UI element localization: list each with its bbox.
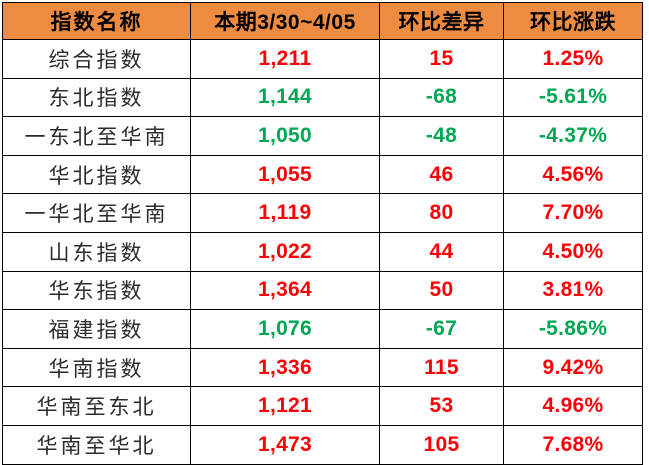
cell-period-change: 4.56%	[503, 154, 643, 195]
cell-current-value: 1,055	[190, 154, 380, 195]
cell-current-value: 1,211	[190, 39, 380, 79]
table-row: 华南至东北 1,121 53 4.96%	[2, 386, 643, 426]
cell-period-change: 3.81%	[503, 270, 643, 311]
cell-period-diff: 15	[379, 39, 504, 79]
cell-period-diff: -67	[379, 309, 504, 349]
cell-index-name: 华南至东北	[2, 386, 191, 426]
cell-index-name: 华东指数	[2, 270, 191, 311]
column-header-index-name: 指数名称	[2, 2, 191, 40]
cell-period-diff: 50	[379, 270, 504, 311]
cell-period-change: 4.50%	[503, 231, 643, 272]
cell-period-diff: -68	[379, 77, 504, 118]
table-body: 综合指数 1,211 15 1.25% 东北指数 1,144 -68 -5.61% 一东北至华南…	[2, 39, 643, 465]
cell-index-name: 一东北至华南	[2, 116, 191, 156]
cell-period-change: 7.70%	[503, 193, 643, 233]
cell-period-change: 9.42%	[503, 347, 643, 388]
cell-period-change: -5.61%	[503, 77, 643, 118]
table-row: 华南至华北 1,473 105 7.68%	[2, 424, 643, 465]
cell-current-value: 1,050	[190, 116, 380, 156]
cell-period-change: 7.68%	[503, 424, 643, 465]
cell-current-value: 1,119	[190, 193, 380, 233]
cell-period-change: -4.37%	[503, 116, 643, 156]
cell-current-value: 1,364	[190, 270, 380, 311]
table-row: 华东指数 1,364 50 3.81%	[2, 270, 643, 311]
cell-current-value: 1,121	[190, 386, 380, 426]
cell-period-diff: 44	[379, 231, 504, 272]
cell-period-diff: 80	[379, 193, 504, 233]
cell-current-value: 1,336	[190, 347, 380, 388]
cell-index-name: 华南至华北	[2, 424, 191, 465]
cell-period-diff: -48	[379, 116, 504, 156]
cell-current-value: 1,022	[190, 231, 380, 272]
table-row: 一华北至华南 1,119 80 7.70%	[2, 193, 643, 233]
table-row: 山东指数 1,022 44 4.50%	[2, 231, 643, 272]
cell-index-name: 山东指数	[2, 231, 191, 272]
table-row: 综合指数 1,211 15 1.25%	[2, 39, 643, 79]
column-header-current-period: 本期3/30~4/05	[190, 2, 380, 40]
table-row: 华北指数 1,055 46 4.56%	[2, 154, 643, 195]
table-row: 东北指数 1,144 -68 -5.61%	[2, 77, 643, 118]
cell-period-diff: 115	[379, 347, 504, 388]
table-row: 一东北至华南 1,050 -48 -4.37%	[2, 116, 643, 156]
cell-index-name: 综合指数	[2, 39, 191, 79]
column-header-period-diff: 环比差异	[379, 2, 504, 40]
table-row: 福建指数 1,076 -67 -5.86%	[2, 309, 643, 349]
table-row: 华南指数 1,336 115 9.42%	[2, 347, 643, 388]
table-header: 指数名称 本期3/30~4/05 环比差异 环比涨跌	[2, 2, 643, 40]
cell-period-diff: 105	[379, 424, 504, 465]
cell-period-change: -5.86%	[503, 309, 643, 349]
cell-current-value: 1,144	[190, 77, 380, 118]
cell-current-value: 1,076	[190, 309, 380, 349]
column-header-period-change: 环比涨跌	[503, 2, 643, 40]
cell-index-name: 一华北至华南	[2, 193, 191, 233]
cell-index-name: 福建指数	[2, 309, 191, 349]
cell-period-diff: 46	[379, 154, 504, 195]
cell-index-name: 东北指数	[2, 77, 191, 118]
cell-period-diff: 53	[379, 386, 504, 426]
cell-period-change: 1.25%	[503, 39, 643, 79]
cell-index-name: 华南指数	[2, 347, 191, 388]
cell-index-name: 华北指数	[2, 154, 191, 195]
cell-period-change: 4.96%	[503, 386, 643, 426]
table-header-row: 指数名称 本期3/30~4/05 环比差异 环比涨跌	[2, 2, 643, 40]
cell-current-value: 1,473	[190, 424, 380, 465]
